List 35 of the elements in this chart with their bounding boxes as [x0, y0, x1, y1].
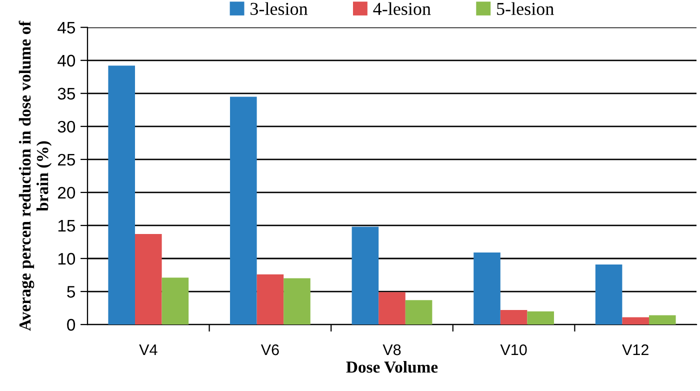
x-axis-title: Dose Volume [346, 360, 438, 373]
bar [135, 234, 162, 325]
legend-label: 4-lesion [373, 2, 431, 15]
bar [622, 317, 649, 325]
y-tick-label: 25 [58, 154, 75, 166]
bar [230, 96, 257, 325]
legend-label: 5-lesion [497, 2, 554, 15]
y-tick-label: 35 [58, 88, 75, 100]
bar [527, 311, 554, 325]
y-tick-label: 45 [58, 22, 75, 34]
bar [474, 252, 500, 325]
y-tick-label: 30 [58, 120, 76, 133]
x-tick-label: V6 [260, 344, 279, 356]
x-tick-label: V8 [382, 344, 401, 356]
y-tick-label: 15 [58, 220, 75, 232]
x-tick-label: V10 [500, 344, 527, 356]
y-tick-label: 0 [67, 318, 76, 331]
bar [595, 264, 622, 325]
bar [352, 226, 379, 325]
y-axis-title: Average percen reduction in dose volume of brain (%) [18, 20, 52, 331]
y-tick-label: 10 [58, 252, 76, 265]
y-tick-label: 20 [58, 186, 76, 199]
x-tick-label: V4 [139, 344, 158, 356]
bar [108, 66, 135, 325]
bar [378, 292, 406, 325]
bar [256, 274, 284, 325]
y-tick-label: 5 [67, 286, 75, 298]
bar [500, 310, 528, 325]
x-tick-label: V12 [622, 344, 648, 356]
bar [284, 278, 310, 325]
legend-label: 3-lesion [250, 2, 308, 15]
bar [405, 300, 432, 325]
bar [162, 278, 189, 325]
y-tick-label: 40 [58, 54, 76, 67]
bar [649, 315, 676, 325]
